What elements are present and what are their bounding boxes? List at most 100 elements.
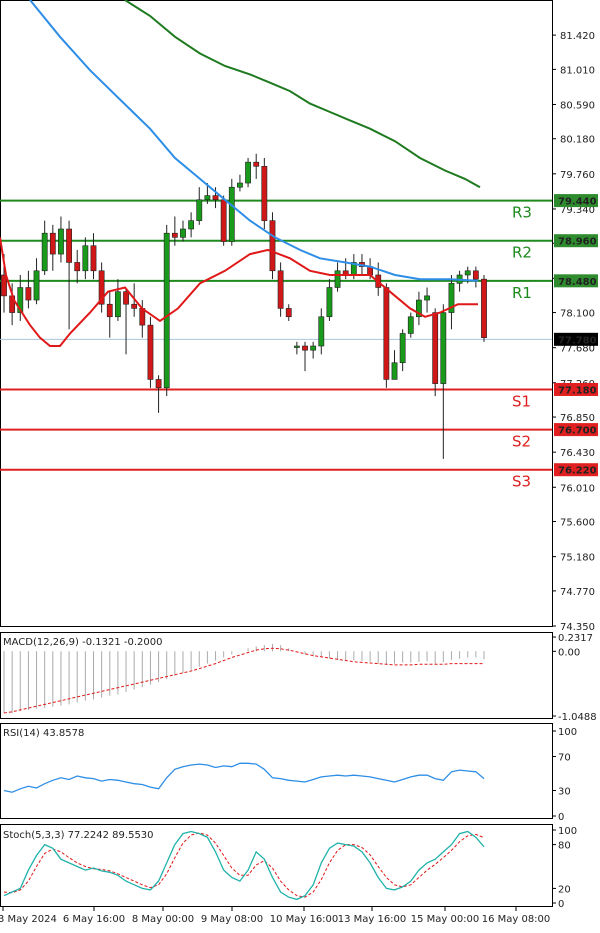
candle-body <box>318 316 325 347</box>
time-tick-label: 6 May 16:00 <box>63 914 125 925</box>
level-label-s1: S1 <box>512 392 531 410</box>
price-badge-bg <box>554 274 598 288</box>
candle-body <box>106 303 113 318</box>
macd-tick-label: 0.00 <box>558 647 580 658</box>
stoch-title: Stoch(5,3,3) 77.2242 89.5530 <box>3 830 154 841</box>
macd-histogram <box>3 643 485 713</box>
main-panel: 81.420 81.010 80.590 80.180 79.760 79.340 78.9… <box>0 0 598 633</box>
candle-body <box>1 274 7 297</box>
candle-body <box>261 166 268 221</box>
stoch-panel: Stoch(5,3,3) 77.2242 89.5530 100 80 20 0 <box>0 824 577 910</box>
candle-body <box>416 299 422 318</box>
price-tick-label: 77.680 <box>560 344 595 355</box>
level-label-s2: S2 <box>512 433 531 451</box>
macd-tick-label: -1.0488 <box>558 712 597 723</box>
candle-body <box>66 228 72 263</box>
rsi-line <box>3 762 485 793</box>
candle-body <box>383 287 390 380</box>
price-tick-label: 76.850 <box>560 413 595 424</box>
rsi-panel: RSI(14) 43.8578 100 70 30 0 <box>0 723 577 823</box>
candle-body <box>237 182 243 188</box>
candle-body <box>25 287 32 301</box>
price-tick-label: 80.180 <box>560 135 595 146</box>
candle-body <box>41 232 48 272</box>
stoch-k-line <box>3 830 485 901</box>
candle-body <box>407 316 414 334</box>
macd-signal-line <box>3 647 484 714</box>
price-badge-bg <box>554 423 598 437</box>
price-badge-label: 76.700 <box>558 426 597 437</box>
candle-body <box>58 228 64 255</box>
moving-average-green <box>124 0 481 189</box>
candle-body <box>440 312 447 384</box>
macd-axis-ticks: 0.2317 0.00 -1.0488 <box>552 633 597 723</box>
time-tick-label: 8 May 00:00 <box>132 914 194 925</box>
rsi-tick-label: 0 <box>558 812 564 823</box>
candle-body <box>196 199 203 221</box>
candle-body <box>302 345 308 351</box>
price-tick-label: 74.350 <box>560 622 595 633</box>
candle-body <box>464 270 471 276</box>
time-axis: 3 May 2024 6 May 16:00 8 May 00:00 9 May 08… <box>0 907 550 925</box>
candle-body <box>17 287 24 313</box>
stoch-axis-ticks: 100 80 20 0 <box>552 826 577 910</box>
price-badge-bg <box>554 234 598 248</box>
candle-body <box>212 195 219 201</box>
price-tick-label: 76.430 <box>560 448 595 459</box>
candle-body <box>245 161 251 184</box>
candle-body <box>180 228 186 238</box>
time-tick-label: 3 May 2024 <box>0 914 57 925</box>
macd-panel: MACD(12,26,9) -0.1321 -0.2000 0.2317 0.00… <box>0 632 597 723</box>
main-panel-frame <box>0 0 553 627</box>
candle-body <box>163 232 170 389</box>
price-tick-label: 79.760 <box>560 170 595 181</box>
candle-body <box>123 291 129 305</box>
candle-body <box>399 333 406 364</box>
time-tick-label: 9 May 08:00 <box>201 914 263 925</box>
macd-panel-frame <box>0 632 553 719</box>
price-badge-bg <box>554 194 598 208</box>
candle-body <box>131 303 138 309</box>
price-tick-label: 81.010 <box>560 65 595 76</box>
candle-body <box>424 295 430 301</box>
moving-average-red <box>0 237 478 347</box>
time-tick-label: 16 May 08:00 <box>482 914 551 925</box>
level-labels: R3 R2 R1 S1 S2 S3 <box>512 204 532 491</box>
candle-body <box>33 270 40 301</box>
rsi-tick-label: 70 <box>558 753 571 764</box>
candle-body <box>171 232 178 238</box>
price-badge-label: 78.960 <box>558 237 597 248</box>
candle-body <box>90 245 97 272</box>
candle-body <box>481 278 487 338</box>
candle-body <box>472 270 479 280</box>
price-badge-label: 77.780 <box>558 335 597 346</box>
candle-body <box>204 195 211 201</box>
stoch-panel-frame <box>0 824 553 907</box>
candle-body <box>220 199 227 242</box>
price-badge-bg <box>554 463 598 477</box>
price-badge-bg <box>554 332 598 346</box>
candle-body <box>285 308 292 318</box>
candle-body <box>114 291 121 318</box>
candle-body <box>277 270 284 309</box>
candle-body <box>269 220 276 272</box>
rsi-tick-label: 100 <box>558 727 577 738</box>
macd-tick-label: 0.2317 <box>558 633 593 644</box>
price-tick-label: 76.010 <box>560 483 595 494</box>
candle-body <box>334 270 341 288</box>
stoch-tick-label: 80 <box>558 841 571 852</box>
candle-body <box>82 245 89 272</box>
price-tick-label: 80.590 <box>560 100 595 111</box>
candle-body <box>228 186 235 242</box>
price-badge-bg <box>554 382 598 396</box>
stoch-tick-label: 0 <box>558 899 564 910</box>
time-tick-label: 10 May 16:00 <box>270 914 339 925</box>
candle-body <box>391 362 398 380</box>
price-tick-label: 75.180 <box>560 553 595 564</box>
stoch-tick-label: 100 <box>558 826 577 837</box>
level-label-s3: S3 <box>512 473 531 491</box>
rsi-tick-label: 30 <box>558 787 571 798</box>
rsi-panel-frame <box>0 723 553 819</box>
level-label-r1: R1 <box>512 284 532 302</box>
